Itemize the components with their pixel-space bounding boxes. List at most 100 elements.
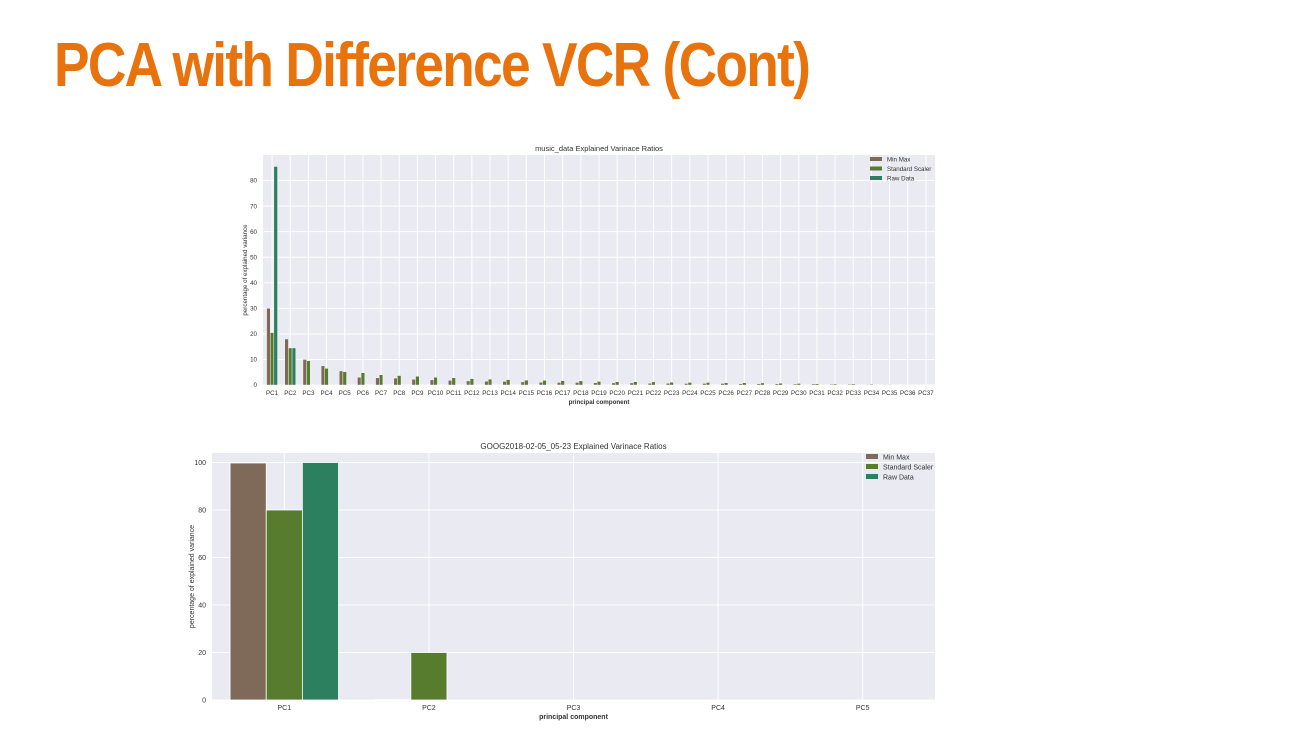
bar xyxy=(448,380,453,386)
y-tick-label: 60 xyxy=(198,555,206,562)
x-tick-label: PC4 xyxy=(711,705,725,712)
x-tick-label: PC32 xyxy=(827,390,843,397)
legend-label: Standard Scaler xyxy=(887,166,931,173)
chart-title: GOOG2018-02-05_05-23 Explained Varinace … xyxy=(480,442,666,451)
x-tick-label: PC2 xyxy=(422,705,436,712)
bar xyxy=(306,360,311,386)
x-tick-label: PC26 xyxy=(718,390,734,397)
y-tick-label: 70 xyxy=(250,203,257,210)
bar xyxy=(538,381,543,386)
bar xyxy=(829,384,834,386)
x-tick-label: PC3 xyxy=(302,390,315,397)
x-tick-label: PC1 xyxy=(277,705,291,712)
x-tick-label: PC34 xyxy=(864,390,880,397)
x-tick-label: PC13 xyxy=(482,390,498,397)
x-tick-label: PC17 xyxy=(555,390,571,397)
x-tick-label: PC25 xyxy=(700,390,716,397)
bar xyxy=(633,381,638,386)
y-tick-label: 0 xyxy=(202,697,206,704)
x-tick-label: PC15 xyxy=(519,390,535,397)
bar xyxy=(575,382,580,386)
bar xyxy=(524,379,529,386)
bar xyxy=(266,308,271,386)
x-tick-label: PC5 xyxy=(856,705,870,712)
legend-swatch xyxy=(866,454,878,459)
bar xyxy=(506,379,511,386)
bar xyxy=(466,380,471,386)
x-tick-label: PC3 xyxy=(567,705,581,712)
bar xyxy=(265,509,303,701)
x-tick-label: PC23 xyxy=(664,390,680,397)
bar xyxy=(375,377,380,386)
bar xyxy=(669,381,674,386)
x-tick-label: PC19 xyxy=(591,390,607,397)
legend-swatch xyxy=(866,464,878,469)
bar xyxy=(284,338,289,386)
x-tick-label: PC20 xyxy=(609,390,625,397)
y-tick-label: 20 xyxy=(250,331,257,338)
bar xyxy=(502,381,507,386)
x-tick-label: PC9 xyxy=(411,390,424,397)
legend-swatch xyxy=(870,166,882,171)
bar xyxy=(611,382,616,386)
bar xyxy=(774,383,780,386)
bar xyxy=(291,347,296,386)
bar xyxy=(270,332,275,386)
bar xyxy=(869,384,874,386)
bar xyxy=(379,374,384,386)
x-axis-label: principal component xyxy=(569,399,630,406)
bar xyxy=(720,383,725,386)
x-tick-label: PC6 xyxy=(357,390,370,397)
x-tick-label: PC8 xyxy=(393,390,406,397)
bar xyxy=(593,382,598,386)
bar xyxy=(302,359,307,386)
x-tick-label: PC16 xyxy=(537,390,553,397)
y-tick-label: 0 xyxy=(254,382,258,389)
bar xyxy=(301,462,339,701)
x-tick-label: PC1 xyxy=(266,390,279,397)
chart-title: music_data Explained Varinace Ratios xyxy=(535,144,663,153)
x-tick-label: PC29 xyxy=(773,390,789,397)
bar xyxy=(738,383,743,386)
y-tick-label: 60 xyxy=(250,229,257,236)
legend-swatch xyxy=(870,157,882,161)
bar xyxy=(883,384,888,386)
y-tick-label: 100 xyxy=(194,460,206,467)
legend-label: Raw Data xyxy=(883,475,914,482)
x-tick-label: PC31 xyxy=(809,390,825,397)
x-tick-label: PC37 xyxy=(918,390,934,397)
legend-label: Min Max xyxy=(887,157,911,164)
x-tick-label: PC7 xyxy=(375,390,388,397)
bar xyxy=(360,372,365,386)
bar xyxy=(796,383,801,386)
bar xyxy=(433,377,438,386)
bar xyxy=(760,382,765,386)
bar xyxy=(393,377,398,386)
bar xyxy=(560,380,565,386)
bar xyxy=(742,382,747,386)
bar xyxy=(415,376,420,386)
bar xyxy=(488,378,493,386)
bar xyxy=(288,347,293,386)
y-tick-label: 40 xyxy=(250,280,257,287)
bar xyxy=(410,652,448,701)
bar xyxy=(324,368,329,386)
x-tick-label: PC36 xyxy=(900,390,916,397)
bar xyxy=(684,383,689,386)
bar xyxy=(469,378,474,386)
legend-label: Standard Scaler xyxy=(883,465,934,472)
bar xyxy=(793,383,798,386)
bar xyxy=(615,381,620,386)
y-tick-label: 30 xyxy=(250,306,257,313)
bar xyxy=(320,365,325,386)
bar xyxy=(651,381,656,386)
x-tick-label: PC27 xyxy=(737,390,753,397)
y-tick-label: 10 xyxy=(250,357,257,364)
y-tick-label: 80 xyxy=(250,178,257,185)
bar xyxy=(520,381,525,386)
x-tick-label: PC35 xyxy=(882,390,898,397)
x-tick-label: PC14 xyxy=(500,390,516,397)
bar xyxy=(578,380,583,386)
x-tick-label: PC28 xyxy=(755,390,771,397)
x-tick-label: PC11 xyxy=(446,390,462,397)
